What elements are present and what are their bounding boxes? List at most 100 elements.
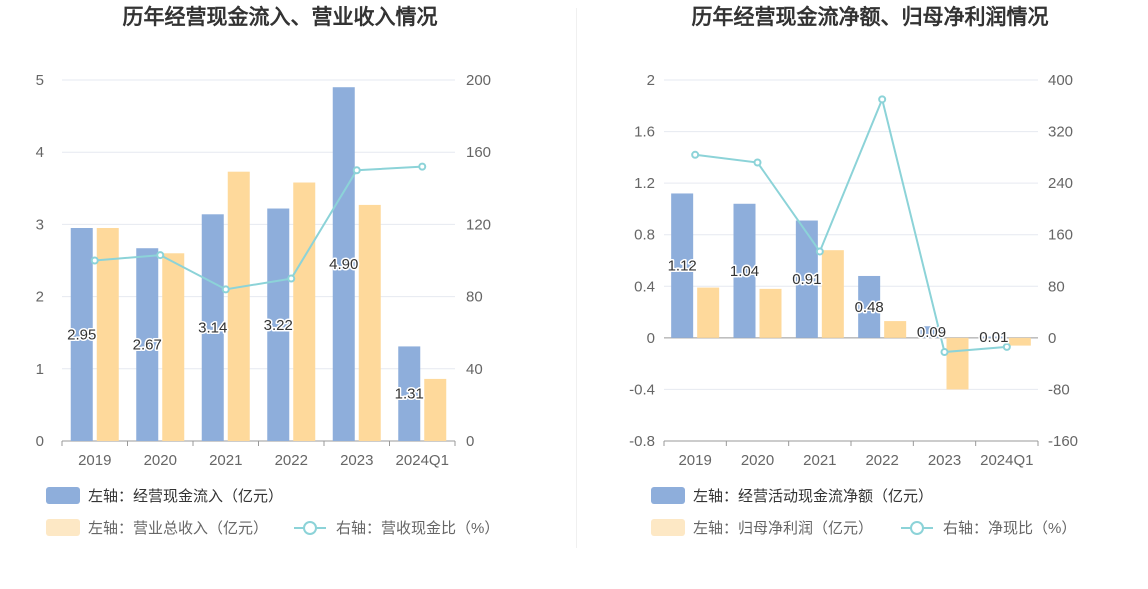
bar-value-label: 2.95 bbox=[67, 327, 96, 344]
y-right-tick-label: 240 bbox=[1048, 175, 1073, 192]
legend-swatch bbox=[651, 519, 685, 536]
legend-swatch bbox=[46, 487, 80, 504]
bar-total-revenue bbox=[358, 204, 381, 441]
bar-value-label: 3.22 bbox=[264, 317, 293, 334]
bar-net-profit bbox=[946, 337, 969, 390]
legend-label: 右轴：营收现金比（%） bbox=[336, 520, 499, 537]
line-point bbox=[90, 256, 99, 265]
line-point bbox=[1002, 342, 1011, 351]
y-right-tick-label: -80 bbox=[1048, 381, 1070, 398]
legend-label: 右轴：净现比（%） bbox=[943, 520, 1076, 537]
x-tick-label: 2023 bbox=[340, 452, 373, 469]
bar-net-operating-cash bbox=[858, 275, 881, 338]
y-right-tick-label: 0 bbox=[466, 433, 474, 450]
bar-net-operating-cash bbox=[733, 203, 756, 338]
y-left-tick-label: 0.8 bbox=[634, 227, 655, 244]
bar-total-revenue bbox=[162, 253, 185, 441]
bar-value-label: 1.12 bbox=[668, 258, 697, 275]
line-point bbox=[287, 274, 296, 283]
line-net-cash-ratio bbox=[695, 96, 1007, 354]
line-revenue-cash-ratio bbox=[94, 165, 423, 291]
legend-label: 左轴：归母净利润（亿元） bbox=[693, 520, 873, 537]
x-tick-label: 2021 bbox=[803, 452, 836, 469]
legend-label: 左轴：经营活动现金流净额（亿元） bbox=[693, 488, 933, 505]
x-tick-label: 2019 bbox=[78, 452, 111, 469]
bar-value-label: 0.48 bbox=[855, 299, 884, 316]
y-left-tick-label: 1.6 bbox=[634, 124, 655, 141]
x-tick-label: 2023 bbox=[928, 452, 961, 469]
line-point bbox=[352, 166, 361, 175]
y-left-tick-label: 5 bbox=[36, 72, 44, 89]
x-tick-label: 2019 bbox=[678, 452, 711, 469]
bar-net-operating-cash bbox=[795, 220, 818, 338]
y-right-tick-label: -160 bbox=[1048, 433, 1078, 450]
y-right-tick-label: 160 bbox=[1048, 227, 1073, 244]
y-left-tick-label: 0 bbox=[647, 330, 655, 347]
y-right-tick-label: 320 bbox=[1048, 124, 1073, 141]
bar-cash-inflow bbox=[70, 228, 93, 441]
bar-value-label: 1.04 bbox=[730, 263, 759, 280]
bar-net-operating-cash bbox=[982, 336, 1005, 338]
y-left-tick-label: 4 bbox=[36, 144, 44, 161]
bar-cash-inflow bbox=[332, 87, 355, 441]
line-point bbox=[940, 348, 949, 357]
legend-line-marker bbox=[303, 521, 317, 535]
bar-total-revenue bbox=[424, 378, 447, 441]
bar-total-revenue bbox=[227, 171, 250, 441]
y-right-tick-label: 80 bbox=[466, 289, 483, 306]
y-right-tick-label: 160 bbox=[466, 144, 491, 161]
bar-cash-inflow bbox=[398, 346, 421, 441]
legend-label: 左轴：经营现金流入（亿元） bbox=[88, 488, 283, 505]
y-left-tick-label: -0.8 bbox=[629, 433, 655, 450]
x-tick-label: 2022 bbox=[865, 452, 898, 469]
y-left-tick-label: -0.4 bbox=[629, 381, 655, 398]
line-point bbox=[221, 285, 230, 294]
bar-net-profit bbox=[884, 321, 907, 338]
bar-value-label: 4.90 bbox=[329, 256, 358, 273]
bar-cash-inflow bbox=[267, 208, 290, 441]
bar-net-operating-cash bbox=[920, 326, 943, 338]
y-left-tick-label: 2 bbox=[36, 289, 44, 306]
bar-total-revenue bbox=[96, 228, 119, 441]
panel-divider bbox=[576, 8, 577, 548]
bar-cash-inflow bbox=[136, 248, 159, 441]
x-tick-label: 2020 bbox=[741, 452, 774, 469]
chart-title-cash-inflow: 历年经营现金流入、营业收入情况 bbox=[123, 5, 438, 29]
bar-value-label: 0.09 bbox=[917, 324, 946, 341]
y-right-tick-label: 400 bbox=[1048, 72, 1073, 89]
y-right-tick-label: 0 bbox=[1048, 330, 1056, 347]
line-point bbox=[815, 247, 824, 256]
y-left-tick-label: 0 bbox=[36, 433, 44, 450]
x-tick-label: 2021 bbox=[209, 452, 242, 469]
line-point bbox=[156, 251, 165, 260]
bar-net-profit bbox=[697, 287, 720, 338]
y-left-tick-label: 3 bbox=[36, 216, 44, 233]
y-right-tick-label: 80 bbox=[1048, 278, 1065, 295]
line-point bbox=[691, 150, 700, 159]
y-right-tick-label: 120 bbox=[466, 216, 491, 233]
y-left-tick-label: 2 bbox=[647, 72, 655, 89]
line-point bbox=[753, 158, 762, 167]
y-left-tick-label: 1.2 bbox=[634, 175, 655, 192]
y-left-tick-label: 0.4 bbox=[634, 278, 655, 295]
x-tick-label: 2022 bbox=[275, 452, 308, 469]
legend-line-marker bbox=[910, 521, 924, 535]
y-right-tick-label: 40 bbox=[466, 361, 483, 378]
line-point bbox=[878, 95, 887, 104]
bar-value-label: 2.67 bbox=[133, 337, 162, 354]
x-tick-label: 2024Q1 bbox=[396, 452, 449, 469]
bar-value-label: 0.91 bbox=[792, 271, 821, 288]
bar-value-label: 1.31 bbox=[395, 386, 424, 403]
bar-value-label: 3.14 bbox=[198, 320, 227, 337]
x-tick-label: 2024Q1 bbox=[980, 452, 1033, 469]
legend-label: 左轴：营业总收入（亿元） bbox=[88, 520, 268, 537]
chart-title-net-cash: 历年经营现金流净额、归母净利润情况 bbox=[692, 5, 1049, 29]
y-left-tick-label: 1 bbox=[36, 361, 44, 378]
legend-swatch bbox=[46, 519, 80, 536]
line-point bbox=[418, 162, 427, 171]
bar-net-profit bbox=[1008, 337, 1031, 346]
bar-value-label: 0.01 bbox=[979, 329, 1008, 346]
bar-cash-inflow bbox=[201, 214, 224, 441]
legend-swatch bbox=[651, 487, 685, 504]
